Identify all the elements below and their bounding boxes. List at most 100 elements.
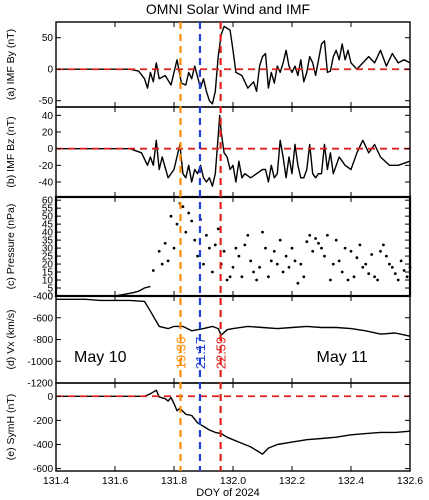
panel-2-ytick-label-11: 55 — [42, 204, 54, 215]
panel-2-ytick-label-10: 50 — [42, 212, 54, 223]
panel-2-point-78 — [385, 254, 388, 258]
x-tick-label-6: 132.6 — [397, 475, 423, 487]
panel-4-ytick-label-0: -600 — [33, 464, 53, 475]
panel-2-point-54 — [314, 237, 317, 240]
x-tick-label-4: 132.2 — [279, 475, 305, 487]
panel-2-ylabel: (c) Pressure (nPa) — [5, 204, 17, 290]
panel-2-point-38 — [267, 275, 270, 279]
panel-2-point-17 — [205, 233, 208, 237]
panel-4-ytick-label-1: -400 — [33, 440, 53, 451]
panel-2-point-63 — [340, 270, 344, 274]
panel-2-point-71 — [364, 262, 368, 266]
panel-2-point-68 — [355, 256, 359, 260]
panel-3-ytick-label-1: -1000 — [27, 357, 53, 368]
panel-2-point-13 — [193, 238, 197, 242]
panel-0-series-line-0 — [56, 25, 411, 105]
panel-2-point-56 — [320, 246, 323, 250]
x-tick-label-1: 131.6 — [102, 475, 128, 487]
panel-2-point-73 — [370, 253, 374, 256]
panel-2-point-64 — [343, 246, 347, 250]
panel-2-point-65 — [346, 278, 350, 282]
panel-2-point-49 — [299, 262, 303, 266]
panel-2-point-60 — [331, 262, 335, 266]
panel-2-point-57 — [323, 254, 326, 258]
panel-2-point-72 — [367, 272, 371, 275]
panel-2-point-39 — [269, 259, 273, 263]
panel-2-ytick-label-12: 60 — [42, 196, 54, 207]
panel-2-point-9 — [181, 205, 185, 209]
panel-2-point-11 — [187, 211, 191, 215]
panel-2-point-5 — [169, 214, 173, 218]
panel-2-point-50 — [302, 275, 306, 279]
panel-2-point-37 — [264, 246, 267, 250]
panel-2-point-1 — [157, 249, 161, 253]
panel-2-point-75 — [376, 278, 379, 282]
panel-3-ylabel: (d) Vx (km/s) — [5, 309, 17, 369]
panel-2-point-80 — [390, 265, 394, 269]
panel-1-series-line-0 — [56, 114, 411, 187]
event-label-2: 22:59 — [214, 337, 229, 370]
panel-2-point-25 — [228, 275, 232, 279]
chart-title: OMNI Solar Wind and IMF — [146, 1, 310, 17]
panel-2-point-33 — [252, 270, 256, 274]
panel-3-ytick-label-4: -400 — [33, 292, 53, 303]
panel-2-frame — [54, 195, 412, 298]
panel-2-point-23 — [222, 249, 226, 253]
panel-2-point-19 — [211, 270, 214, 274]
panel-4-ytick-label-3: 0 — [47, 392, 53, 403]
panel-2-point-21 — [216, 227, 220, 231]
panel-2-point-51 — [305, 240, 309, 244]
x-tick-label-5: 132.4 — [338, 475, 364, 487]
panel-2-ytick-label-1: 5 — [47, 284, 53, 295]
panel-3-frame — [55, 295, 411, 384]
panel-1-ytick-label-1: -20 — [39, 161, 54, 172]
panel-2-point-46 — [290, 246, 294, 250]
panel-2-point-67 — [352, 275, 356, 279]
panel-2-point-53 — [311, 249, 315, 253]
panel-0-frame — [55, 21, 411, 108]
panel-2-point-3 — [163, 241, 167, 245]
panel-2-point-69 — [358, 243, 362, 247]
panel-2-point-20 — [213, 243, 217, 247]
panel-3-ytick-label-2: -800 — [33, 335, 53, 346]
x-axis-title: DOY of 2024 — [196, 487, 259, 499]
panel-2-point-83 — [399, 259, 403, 263]
x-tick-label-2: 131.8 — [161, 475, 187, 487]
panel-4-ylabel: (e) SymH (nT) — [5, 394, 17, 461]
panel-2-point-26 — [231, 265, 235, 269]
panel-1-ytick-label-0: -40 — [39, 178, 54, 189]
panel-1-ytick-label-3: 20 — [42, 128, 54, 139]
panel-2-point-7 — [175, 222, 179, 226]
panel-2-point-40 — [272, 249, 276, 253]
panel-2-point-47 — [293, 259, 297, 263]
panel-3-series-line-0 — [56, 298, 411, 337]
panel-1-ytick-label-2: 0 — [47, 144, 53, 155]
panel-2-point-18 — [208, 246, 211, 250]
panel-2-ytick-label-9: 45 — [42, 220, 54, 231]
panel-2-point-12 — [190, 219, 194, 223]
panel-2-point-29 — [240, 275, 244, 279]
panel-4-series-line-0 — [56, 389, 411, 455]
panel-2-point-41 — [275, 262, 279, 266]
panel-1-ytick-label-4: 40 — [42, 111, 54, 122]
panel-2-point-55 — [317, 241, 320, 245]
panel-2-ytick-label-8: 40 — [42, 228, 54, 239]
panel-2-point-6 — [172, 246, 176, 250]
panel-2-point-0 — [151, 269, 155, 272]
panel-2-point-14 — [196, 254, 200, 258]
panel-2-point-34 — [255, 278, 258, 282]
panel-4: -600 -400 -200 0 (e) SymH (nT) — [5, 382, 411, 475]
panel-0-ytick-label-1: 0 — [47, 65, 53, 76]
panel-2-point-31 — [246, 233, 250, 237]
panel-0-ytick-label-2: 50 — [42, 33, 54, 44]
panel-2-point-28 — [237, 254, 241, 258]
panel-2-point-42 — [278, 238, 282, 242]
panel-2-point-48 — [296, 281, 300, 285]
annotations: May 10 May 11 — [74, 349, 368, 366]
panel-2-point-16 — [202, 262, 205, 266]
panel-2-point-84 — [402, 269, 406, 272]
panel-3-ytick-label-3: -600 — [33, 313, 53, 324]
panel-2-ytick-label-3: 15 — [42, 268, 54, 279]
